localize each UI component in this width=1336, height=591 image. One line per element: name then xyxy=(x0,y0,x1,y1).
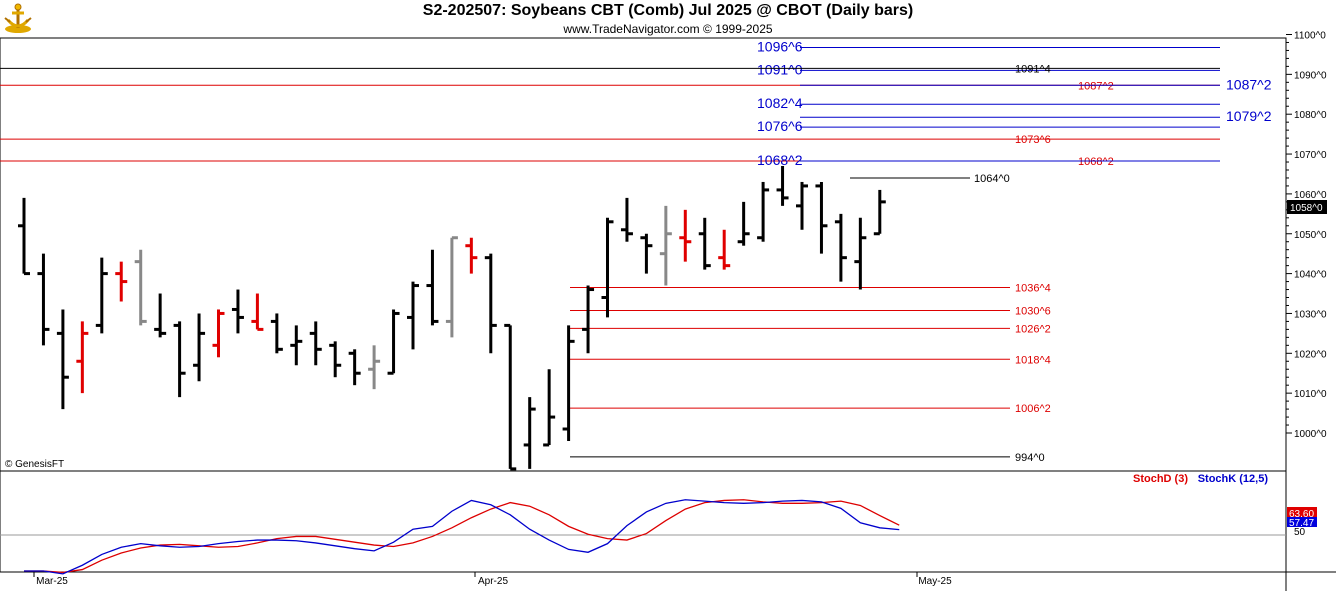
stochd-last-label: 63.60 xyxy=(1289,509,1314,520)
level-label: 1068^2 xyxy=(757,152,803,168)
last-price-tag xyxy=(1287,200,1327,214)
chart-header: S2-202507: Soybeans CBT (Comb) Jul 2025 … xyxy=(0,0,1336,38)
level-label: 994^0 xyxy=(1015,452,1045,464)
level-label: 1006^2 xyxy=(1015,403,1051,415)
level-label: 1076^6 xyxy=(757,118,803,134)
level-label: 1068^2 xyxy=(1078,156,1114,168)
level-label: 1096^6 xyxy=(757,38,803,54)
y-tick-label: 1080^0 xyxy=(1294,110,1327,121)
y-tick-label: 1000^0 xyxy=(1294,429,1327,440)
y-tick-label: 1090^0 xyxy=(1294,70,1327,81)
stochk-line xyxy=(24,499,900,575)
stochk-last-tag xyxy=(1287,517,1317,527)
watermark: © GenesisFT xyxy=(5,459,64,470)
x-tick-label: Mar-25 xyxy=(36,576,68,587)
chart-title: S2-202507: Soybeans CBT (Comb) Jul 2025 … xyxy=(422,2,914,19)
x-tick-label: Apr-25 xyxy=(478,576,508,587)
level-label: 1030^6 xyxy=(1015,305,1051,317)
level-label: 1091^0 xyxy=(757,61,803,77)
x-tick-label: May-25 xyxy=(918,576,952,587)
stochd-last-tag xyxy=(1287,507,1317,519)
stochd-legend: StochD (3) xyxy=(1133,473,1188,485)
level-label: 1073^6 xyxy=(1015,134,1051,146)
last-price-label: 1058^0 xyxy=(1290,203,1323,214)
y-tick-label: 1040^0 xyxy=(1294,270,1327,281)
chart-subtitle: www.TradeNavigator.com © 1999-2025 xyxy=(563,22,773,36)
y-tick-label: 1050^0 xyxy=(1294,230,1327,241)
stochd-line xyxy=(24,499,900,574)
level-label: 1036^4 xyxy=(1015,283,1051,295)
stoch-tick-50: 50 xyxy=(1294,527,1306,538)
stoch-panel xyxy=(0,470,1287,573)
level-label: 1064^0 xyxy=(974,173,1010,185)
trade-navigator-logo-icon xyxy=(4,3,32,33)
level-label: 1091^4 xyxy=(1015,63,1051,75)
y-tick-label: 1030^0 xyxy=(1294,309,1327,320)
y-tick-label: 1100^0 xyxy=(1294,31,1326,42)
stochk-legend: StochK (12,5) xyxy=(1198,473,1269,485)
level-label: 1087^2 xyxy=(1226,76,1272,92)
level-label: 1087^2 xyxy=(1078,80,1114,92)
y-tick-label: 1060^0 xyxy=(1294,190,1327,201)
y-tick-label: 1010^0 xyxy=(1294,389,1327,400)
level-label: 1018^4 xyxy=(1015,354,1051,366)
level-label: 1082^4 xyxy=(757,95,803,111)
stochk-last-label: 57.47 xyxy=(1289,518,1314,529)
price-panel xyxy=(0,37,1287,472)
y-tick-label: 1070^0 xyxy=(1294,150,1327,161)
level-label: 1079^2 xyxy=(1226,108,1272,124)
y-tick-label: 1020^0 xyxy=(1294,349,1327,360)
level-label: 1026^2 xyxy=(1015,323,1051,335)
